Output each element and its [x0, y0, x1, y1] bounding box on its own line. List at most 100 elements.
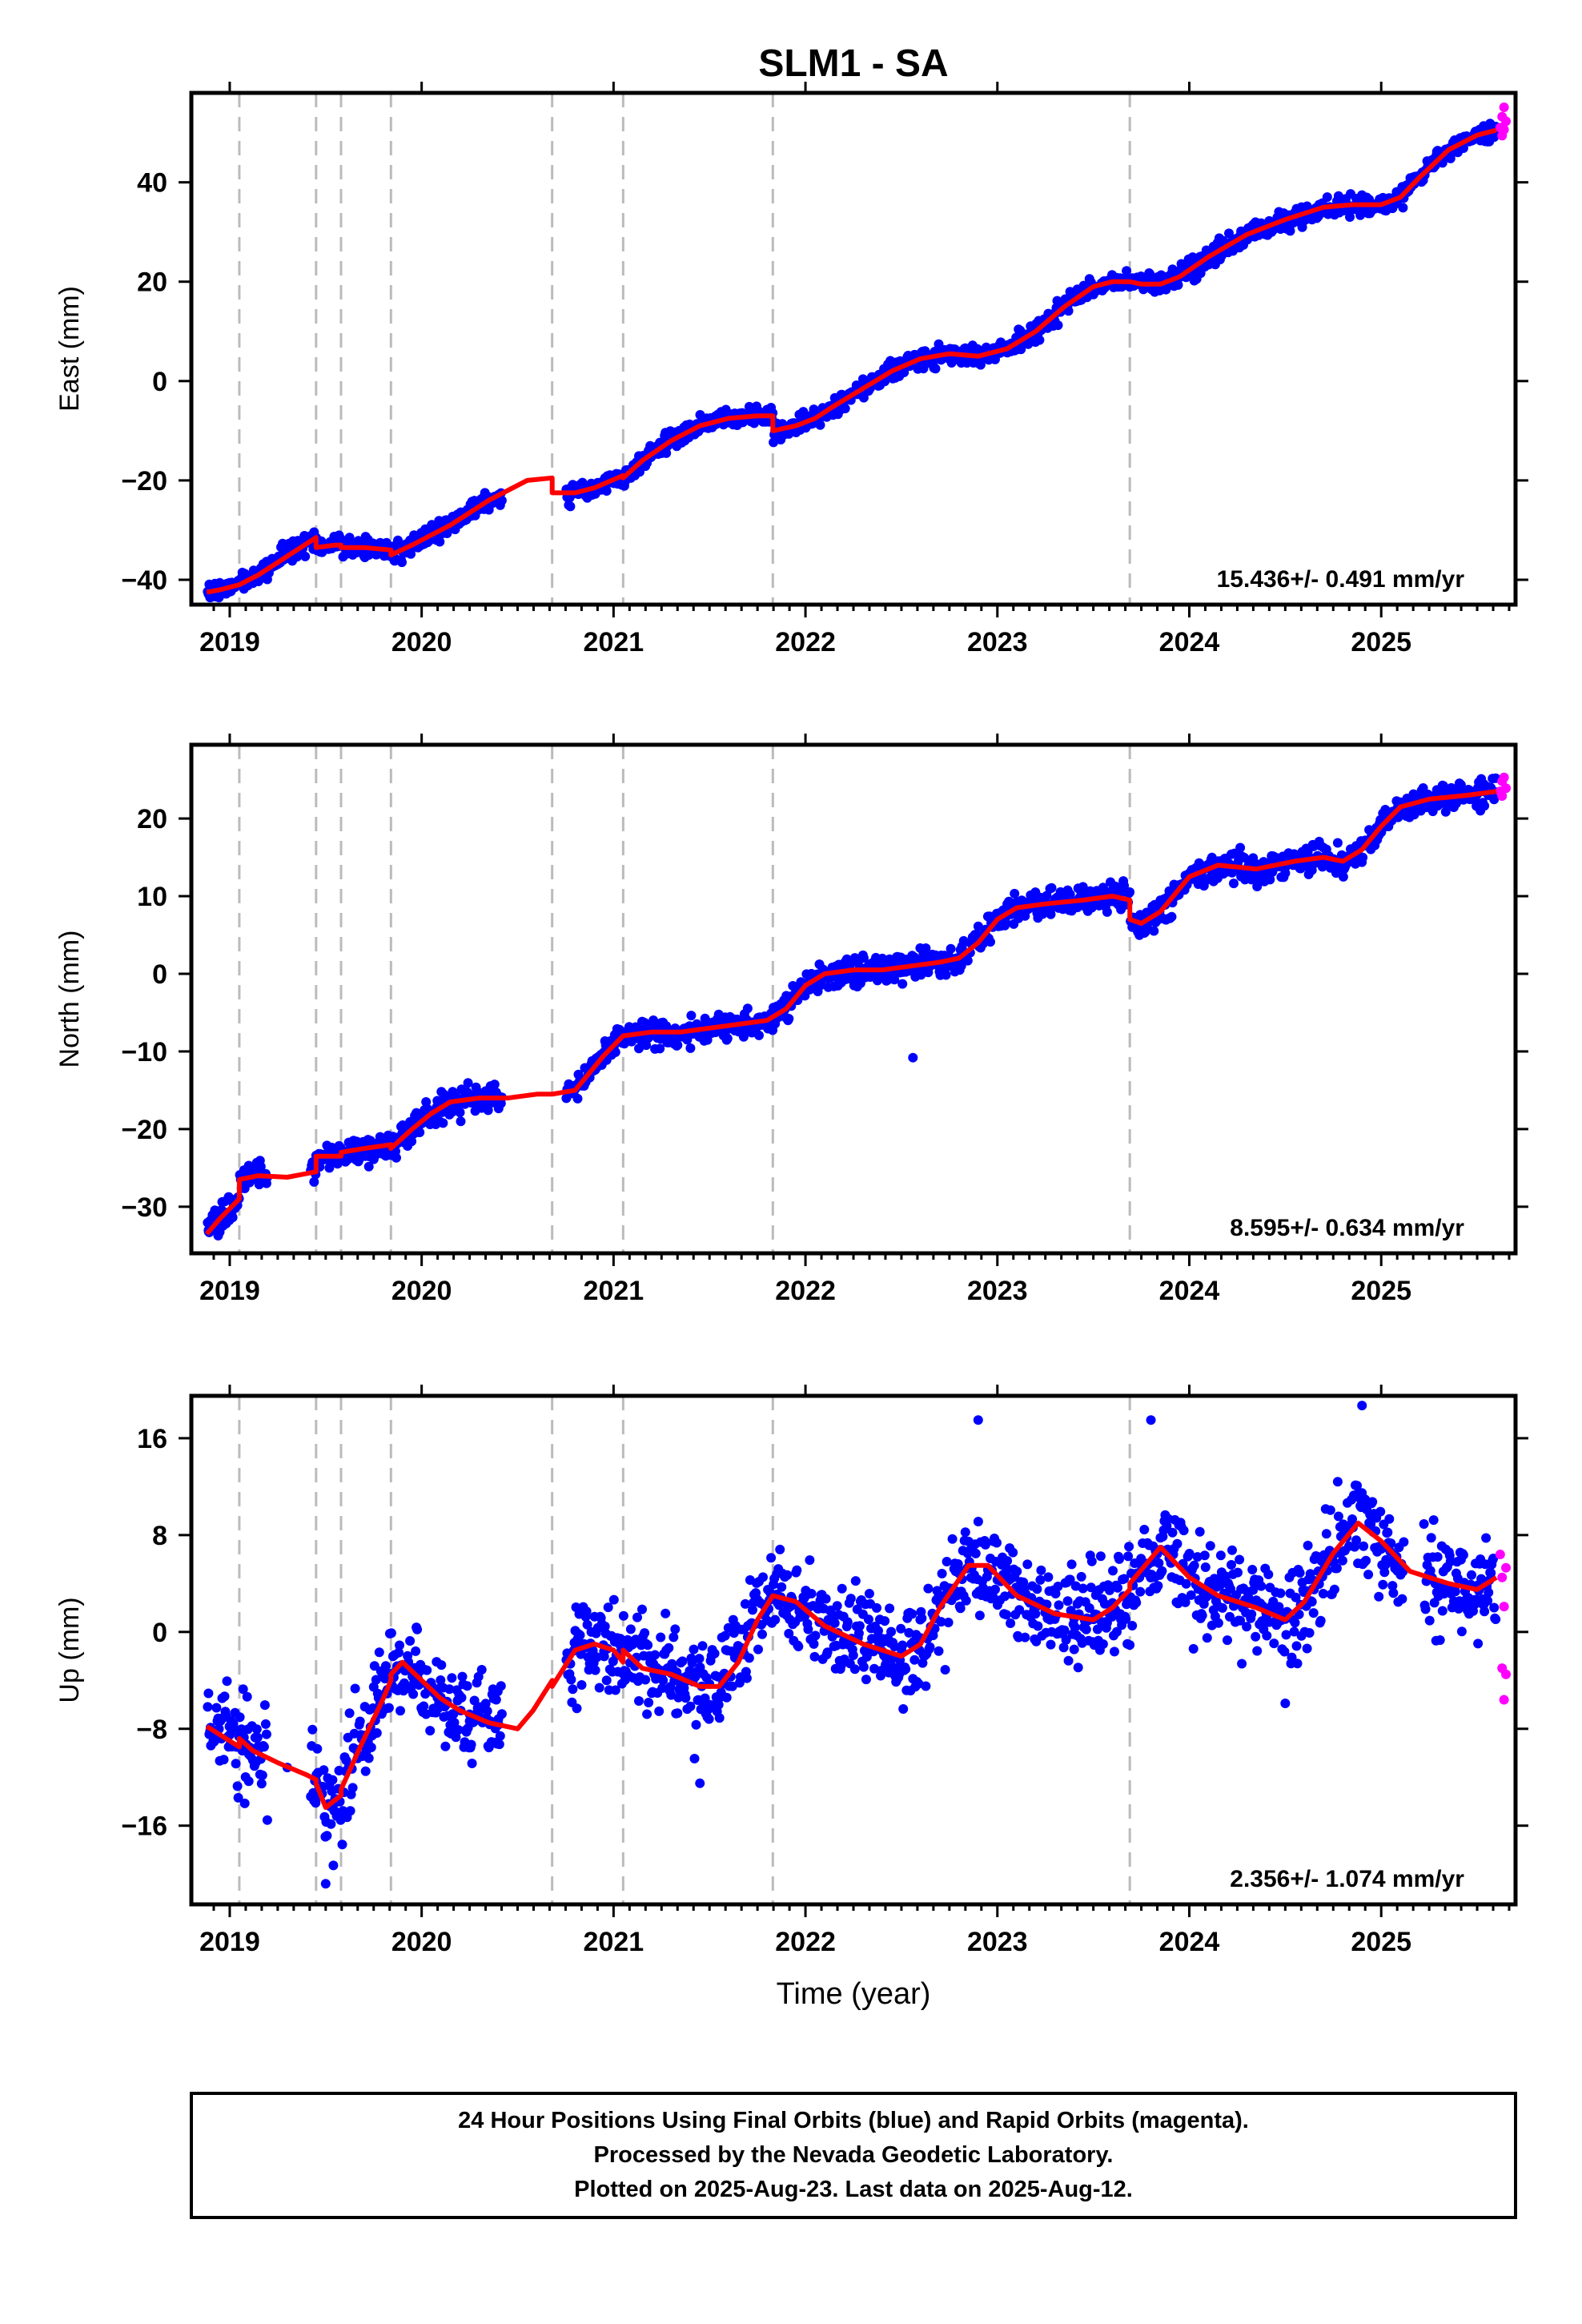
data-point	[934, 1646, 944, 1656]
data-point	[858, 392, 869, 403]
x-axis-label: Time (year)	[777, 1977, 931, 2011]
data-point	[1166, 911, 1177, 922]
data-point	[1437, 1606, 1447, 1616]
data-point	[923, 1583, 934, 1594]
data-point	[1473, 1638, 1484, 1649]
data-point	[877, 953, 888, 963]
data-point	[1456, 780, 1466, 790]
data-point	[654, 1706, 665, 1716]
x-tick-label: 2024	[1159, 1927, 1220, 1957]
model-fit-line	[204, 789, 1497, 1236]
data-point	[369, 1661, 379, 1671]
data-point	[1358, 852, 1368, 862]
data-point	[344, 533, 355, 543]
data-point	[1352, 1481, 1362, 1491]
data-point	[1291, 1592, 1301, 1602]
data-point	[1285, 226, 1295, 236]
data-point	[1420, 1604, 1431, 1614]
data-point	[784, 1014, 794, 1023]
data-point	[1363, 1570, 1374, 1580]
data-point	[572, 1703, 582, 1714]
data-point	[1125, 1640, 1135, 1651]
data-point	[455, 1108, 465, 1118]
data-point	[1199, 1550, 1210, 1561]
data-point	[1453, 1603, 1464, 1614]
data-point	[681, 1693, 691, 1703]
data-point	[1235, 1615, 1246, 1626]
data-point	[909, 1655, 920, 1665]
data-point	[899, 368, 909, 377]
data-point	[864, 1589, 874, 1598]
data-point	[1188, 1643, 1199, 1654]
data-point	[491, 1695, 501, 1705]
data-point	[1486, 1568, 1496, 1578]
figure-title: SLM1 - SA	[758, 42, 948, 85]
data-point	[1002, 1610, 1012, 1620]
final-orbit-point	[973, 1415, 983, 1425]
data-point	[777, 1582, 787, 1592]
y-tick-label: 10	[137, 882, 167, 912]
data-point	[1124, 1542, 1134, 1552]
data-point	[670, 1624, 681, 1634]
data-point	[1069, 1644, 1079, 1655]
y-tick-label: −40	[121, 565, 167, 596]
data-point	[1034, 335, 1045, 345]
data-point	[319, 1765, 329, 1775]
data-point	[803, 1624, 813, 1634]
data-point	[1384, 1514, 1395, 1524]
data-point	[904, 1627, 914, 1638]
data-point	[252, 1732, 263, 1743]
data-point	[1114, 1554, 1124, 1564]
data-point	[1110, 1647, 1119, 1657]
data-point	[721, 1692, 732, 1703]
data-point	[1098, 1639, 1108, 1649]
data-point	[975, 360, 986, 370]
data-point	[568, 1684, 578, 1695]
data-point	[1480, 801, 1490, 811]
data-point	[457, 1671, 468, 1682]
data-point	[1458, 1550, 1468, 1560]
x-tick-label: 2020	[391, 1276, 452, 1306]
data-point	[618, 1610, 628, 1621]
data-point	[775, 1544, 785, 1554]
data-point	[1304, 1628, 1315, 1638]
data-point	[1192, 1552, 1203, 1562]
y-axis-label: Up (mm)	[54, 1597, 85, 1703]
x-tick-label: 2023	[967, 1276, 1028, 1306]
data-point	[1242, 1622, 1252, 1632]
data-point	[937, 1569, 947, 1578]
data-point	[1112, 1626, 1122, 1637]
data-point	[962, 955, 973, 966]
data-point	[1022, 1559, 1033, 1570]
data-point	[456, 1692, 467, 1703]
x-tick-label: 2020	[391, 627, 452, 657]
data-point	[444, 1684, 455, 1695]
rapid-orbit-point	[1497, 790, 1508, 801]
data-point	[809, 1651, 820, 1662]
data-point	[625, 1624, 636, 1634]
data-point	[1397, 1594, 1407, 1604]
data-point	[837, 1583, 847, 1594]
data-point	[1121, 1614, 1131, 1624]
data-point	[901, 1664, 911, 1675]
data-point	[451, 1732, 461, 1743]
data-point	[1065, 287, 1075, 297]
data-point	[1483, 1595, 1493, 1606]
data-point	[1167, 264, 1178, 275]
data-point	[973, 921, 983, 931]
data-point	[940, 1665, 950, 1675]
data-point	[1227, 1560, 1236, 1570]
data-point	[916, 970, 926, 980]
data-point	[1489, 794, 1500, 805]
rapid-orbit-point	[1501, 1669, 1512, 1679]
data-point	[858, 953, 869, 963]
data-point	[1247, 1609, 1257, 1619]
data-point	[463, 1078, 473, 1088]
data-point	[880, 1616, 890, 1626]
data-point	[1073, 1663, 1083, 1673]
x-tick-label: 2024	[1159, 627, 1220, 657]
data-point	[861, 1651, 872, 1662]
data-point	[942, 1557, 952, 1566]
data-point	[714, 1713, 725, 1723]
data-point	[312, 1743, 323, 1754]
